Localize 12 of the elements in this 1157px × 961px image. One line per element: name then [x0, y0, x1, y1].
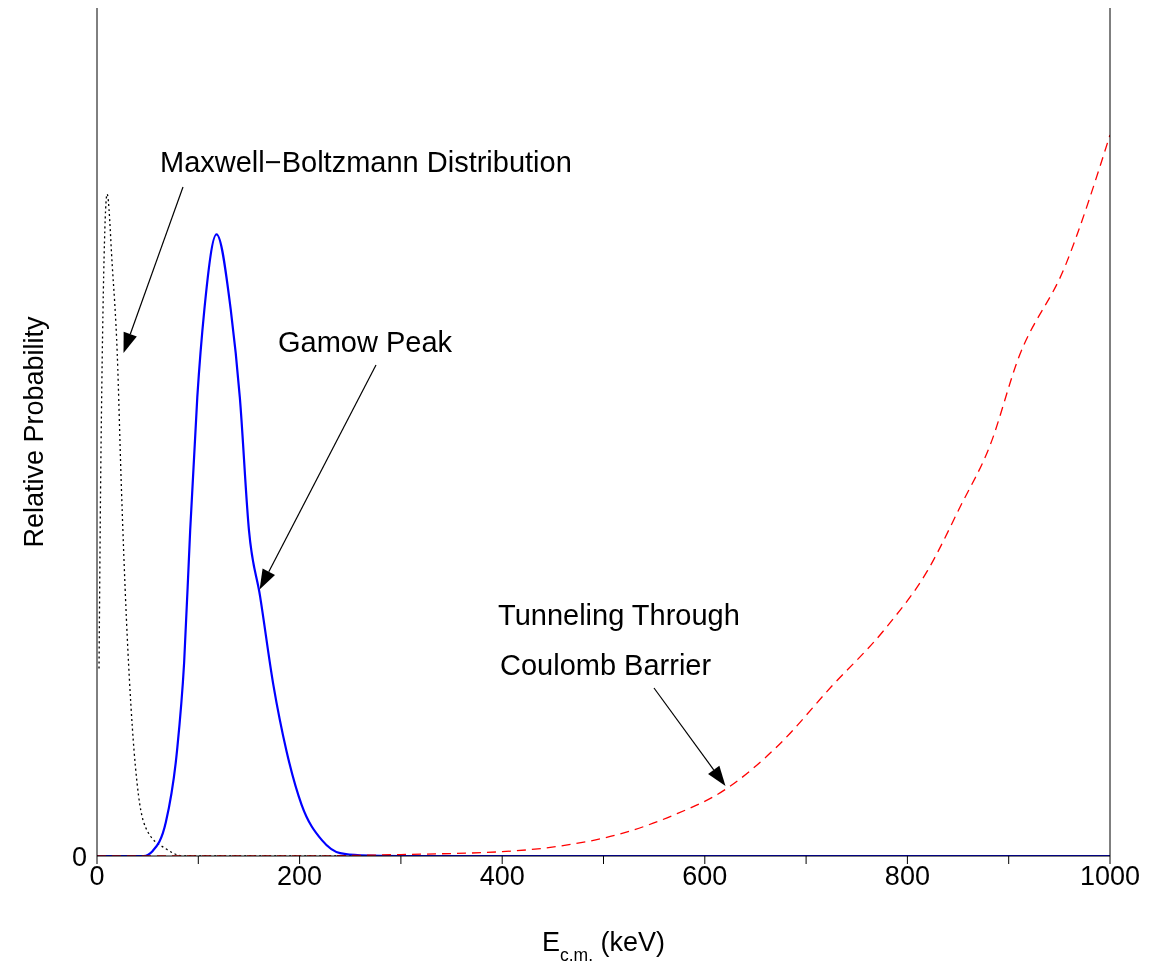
text: 0 — [71, 842, 87, 872]
x-tick-label: 200 — [277, 861, 323, 892]
x-axis-title: E$_{c.m.}$ (keV) — [541, 927, 666, 961]
annotation: Gamow Peak — [278, 326, 453, 358]
x-tick-label: 400 — [479, 861, 525, 892]
annotation: Maxwell−Boltzmann Distribution — [160, 146, 572, 178]
y-axis-title: Relative Probability — [18, 315, 49, 548]
x-tick-label: 800 — [884, 861, 930, 892]
x-tick-label: 1000 — [1079, 861, 1141, 892]
x-tick-label: 600 — [682, 861, 728, 892]
annotation: Tunneling Through Coulomb Barrier — [498, 599, 740, 681]
x-tick-label: 0 — [89, 861, 105, 892]
